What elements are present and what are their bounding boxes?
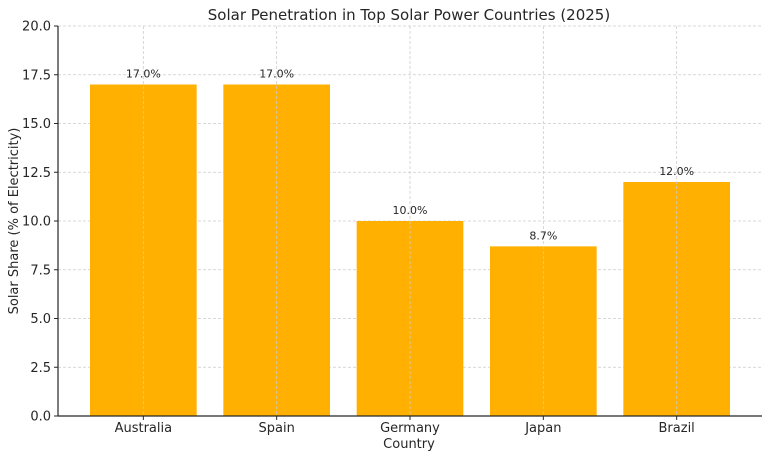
data-label: 10.0% [393,204,428,217]
data-labels: 17.0% 17.0% 10.0% 8.7% 12.0% [126,68,694,243]
x-tick-label: Australia [115,421,173,436]
grid-vertical [142,26,678,416]
y-tick-label: 10.0 [22,215,51,230]
y-tick-label: 5.0 [30,312,51,327]
chart-title: Solar Penetration in Top Solar Power Cou… [208,6,610,24]
x-axis-ticks: Australia Spain Germany Japan Brazil [115,416,695,436]
y-axis-label: Solar Share (% of Electricity) [7,128,22,315]
x-tick-label: Germany [380,421,440,436]
x-axis-label: Country [383,437,435,452]
bar-spain [223,84,330,416]
y-tick-label: 2.5 [30,361,51,376]
x-tick-label: Brazil [659,421,695,436]
y-axis-ticks: 0.0 2.5 5.0 7.5 10.0 12.5 15.0 17.5 20.0 [22,20,58,425]
y-tick-label: 20.0 [22,20,51,35]
bar-australia [90,84,197,416]
y-tick-label: 0.0 [30,410,51,425]
data-label: 8.7% [529,229,557,242]
y-tick-label: 17.5 [22,68,51,83]
y-tick-label: 15.0 [22,117,51,132]
data-label: 17.0% [126,68,161,81]
data-label: 12.0% [659,165,694,178]
y-tick-label: 12.5 [22,166,51,181]
x-tick-label: Spain [259,421,295,436]
x-tick-label: Japan [524,421,561,436]
data-label: 17.0% [259,68,294,81]
y-tick-label: 7.5 [30,263,51,278]
